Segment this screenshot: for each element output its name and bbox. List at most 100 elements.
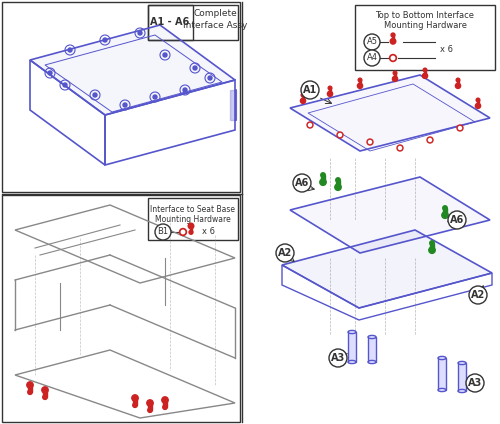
Circle shape — [364, 34, 380, 50]
Ellipse shape — [458, 389, 466, 393]
Circle shape — [321, 173, 325, 177]
Circle shape — [442, 212, 448, 218]
Bar — [392, 35, 394, 41]
Circle shape — [208, 76, 212, 80]
Circle shape — [301, 81, 319, 99]
Text: Mounting Hardware: Mounting Hardware — [155, 215, 231, 224]
Circle shape — [392, 76, 398, 81]
Ellipse shape — [438, 357, 446, 360]
Circle shape — [189, 230, 193, 234]
Circle shape — [193, 66, 197, 70]
Circle shape — [147, 400, 153, 406]
Circle shape — [397, 145, 403, 151]
Circle shape — [42, 387, 48, 393]
Bar — [456, 80, 460, 86]
Circle shape — [476, 103, 480, 109]
Bar — [358, 80, 362, 86]
Bar — [148, 5, 193, 40]
Circle shape — [300, 98, 306, 103]
Circle shape — [123, 103, 127, 107]
Circle shape — [428, 139, 432, 142]
Ellipse shape — [348, 360, 356, 364]
Circle shape — [276, 244, 294, 262]
Text: A2: A2 — [278, 248, 292, 258]
Circle shape — [183, 88, 187, 92]
Text: A1 - A6: A1 - A6 — [150, 17, 190, 27]
Circle shape — [133, 403, 137, 407]
Polygon shape — [290, 75, 490, 151]
Ellipse shape — [438, 388, 446, 392]
Text: Top to Bottom Interface: Top to Bottom Interface — [376, 11, 474, 20]
Circle shape — [430, 241, 434, 245]
Circle shape — [443, 206, 447, 210]
Circle shape — [337, 132, 343, 138]
Text: A2: A2 — [471, 290, 485, 300]
Circle shape — [391, 33, 395, 37]
Ellipse shape — [348, 330, 356, 334]
Circle shape — [476, 98, 480, 102]
Circle shape — [390, 39, 396, 44]
Bar — [148, 403, 152, 410]
Circle shape — [338, 134, 342, 137]
Circle shape — [27, 382, 33, 388]
Bar — [322, 175, 324, 182]
Bar — [394, 73, 396, 79]
Circle shape — [68, 48, 72, 52]
Circle shape — [423, 68, 427, 72]
Circle shape — [162, 397, 168, 403]
Circle shape — [320, 179, 326, 185]
Circle shape — [188, 223, 194, 229]
Bar — [302, 95, 304, 101]
Bar — [430, 243, 434, 250]
Ellipse shape — [368, 335, 376, 339]
Circle shape — [103, 38, 107, 42]
Bar — [164, 400, 166, 407]
Circle shape — [301, 93, 305, 97]
Polygon shape — [30, 25, 235, 115]
Text: Interface to Seat Base: Interface to Seat Base — [150, 206, 236, 215]
Bar — [444, 208, 446, 215]
Text: A5: A5 — [366, 37, 378, 47]
Bar — [438, 358, 446, 390]
Circle shape — [458, 126, 462, 129]
Circle shape — [368, 140, 372, 143]
Circle shape — [335, 184, 341, 190]
Circle shape — [181, 230, 185, 234]
Circle shape — [358, 78, 362, 82]
Circle shape — [466, 374, 484, 392]
Circle shape — [448, 211, 466, 229]
Circle shape — [93, 93, 97, 97]
Text: A6: A6 — [295, 178, 309, 188]
Circle shape — [132, 395, 138, 401]
Circle shape — [180, 229, 186, 235]
Circle shape — [456, 78, 460, 82]
Circle shape — [328, 86, 332, 90]
Text: x 6: x 6 — [202, 228, 215, 237]
Circle shape — [429, 247, 435, 254]
Circle shape — [293, 174, 311, 192]
Bar — [230, 90, 236, 120]
Bar — [336, 180, 340, 187]
Bar — [355, 5, 495, 70]
Circle shape — [63, 83, 67, 87]
Circle shape — [457, 125, 463, 131]
Bar — [28, 385, 32, 392]
Circle shape — [328, 91, 332, 96]
Text: A1: A1 — [303, 85, 317, 95]
Circle shape — [48, 71, 52, 75]
Ellipse shape — [368, 360, 376, 364]
Bar — [148, 5, 238, 40]
Text: Interface Assy: Interface Assy — [183, 22, 247, 31]
Circle shape — [336, 178, 340, 182]
Circle shape — [307, 122, 313, 128]
Bar — [190, 226, 192, 232]
Circle shape — [393, 71, 397, 75]
Circle shape — [427, 137, 433, 143]
Circle shape — [308, 123, 312, 126]
Text: A3: A3 — [331, 353, 345, 363]
Bar — [424, 70, 426, 76]
Circle shape — [398, 147, 402, 150]
Text: A3: A3 — [468, 378, 482, 388]
Bar — [458, 363, 466, 391]
Circle shape — [390, 55, 396, 61]
